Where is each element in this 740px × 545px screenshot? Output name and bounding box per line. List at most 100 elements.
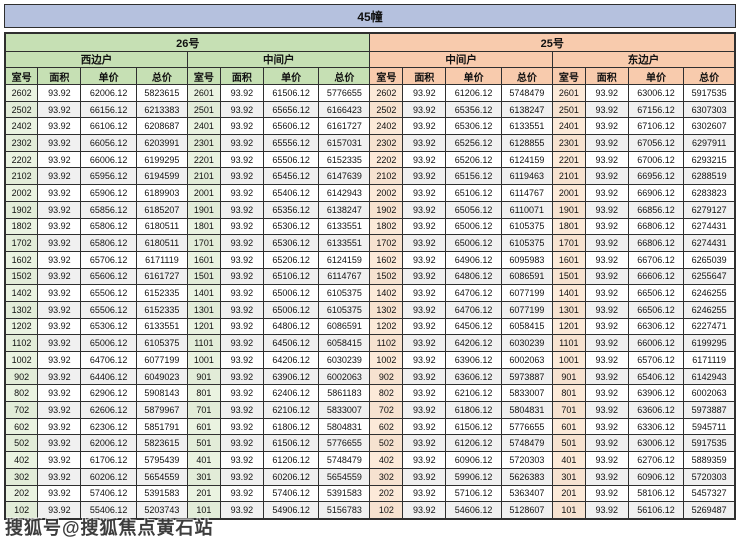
cell-area: 93.92 bbox=[402, 250, 447, 269]
cell-room: 1102 bbox=[4, 334, 39, 352]
cell-area: 93.92 bbox=[219, 334, 264, 352]
cell-room: 1402 bbox=[4, 284, 39, 302]
cell-unit-price: 62006.12 bbox=[80, 84, 137, 102]
col-header-area: 面积 bbox=[37, 67, 82, 85]
cell-total-price: 5748479 bbox=[500, 84, 553, 102]
cell-area: 93.92 bbox=[37, 401, 82, 419]
cell-area: 93.92 bbox=[402, 150, 447, 169]
cell-unit-price: 66056.12 bbox=[80, 134, 137, 152]
unit-type-header: 中间户 bbox=[186, 51, 371, 68]
cell-unit-price: 65706.12 bbox=[627, 351, 685, 369]
cell-unit-price: 64906.12 bbox=[445, 250, 502, 269]
cell-unit-price: 65156.12 bbox=[445, 167, 502, 186]
cell-total-price: 6189903 bbox=[135, 184, 188, 202]
cell-total-price: 5917535 bbox=[683, 434, 736, 453]
table-row: 1302 93.92 65506.12 6152335 1301 93.92 65006.1… bbox=[4, 300, 736, 319]
cell-area: 93.92 bbox=[37, 434, 82, 453]
cell-room: 1702 bbox=[369, 234, 404, 252]
cell-area: 93.92 bbox=[584, 84, 629, 102]
cell-room: 102 bbox=[4, 501, 39, 520]
cell-area: 93.92 bbox=[37, 167, 82, 186]
cell-room: 1401 bbox=[186, 284, 221, 302]
cell-area: 93.92 bbox=[219, 484, 264, 503]
cell-area: 93.92 bbox=[219, 417, 264, 436]
cell-total-price: 5776655 bbox=[318, 434, 371, 453]
cell-room: 1401 bbox=[551, 284, 586, 302]
cell-total-price: 5804831 bbox=[318, 417, 371, 436]
cell-area: 93.92 bbox=[37, 334, 82, 352]
cell-unit-price: 66506.12 bbox=[627, 300, 685, 319]
cell-area: 93.92 bbox=[37, 417, 82, 436]
cell-total-price: 6105375 bbox=[500, 217, 553, 236]
cell-unit-price: 66306.12 bbox=[627, 317, 685, 336]
col-header-total-price: 总价 bbox=[318, 67, 371, 85]
cell-room: 1501 bbox=[186, 267, 221, 286]
cell-area: 93.92 bbox=[219, 367, 264, 386]
cell-area: 93.92 bbox=[402, 501, 447, 520]
cell-unit-price: 62306.12 bbox=[80, 417, 137, 436]
cell-unit-price: 60206.12 bbox=[262, 467, 320, 486]
cell-room: 2202 bbox=[4, 150, 39, 169]
cell-area: 93.92 bbox=[37, 317, 82, 336]
cell-total-price: 6297911 bbox=[683, 134, 736, 152]
cell-total-price: 6147639 bbox=[318, 167, 371, 186]
cell-area: 93.92 bbox=[37, 250, 82, 269]
cell-unit-price: 58106.12 bbox=[627, 484, 685, 503]
cell-room: 2402 bbox=[4, 117, 39, 136]
cell-total-price: 6058415 bbox=[318, 334, 371, 352]
cell-total-price: 6302607 bbox=[683, 117, 736, 136]
cell-room: 1101 bbox=[186, 334, 221, 352]
col-header-unit-price: 单价 bbox=[445, 67, 502, 85]
cell-total-price: 5833007 bbox=[318, 401, 371, 419]
cell-unit-price: 64506.12 bbox=[445, 317, 502, 336]
cell-room: 2301 bbox=[186, 134, 221, 152]
col-header-total-price: 总价 bbox=[683, 67, 736, 85]
cell-area: 93.92 bbox=[37, 484, 82, 503]
cell-total-price: 6307303 bbox=[683, 100, 736, 119]
cell-area: 93.92 bbox=[37, 234, 82, 252]
cell-room: 1701 bbox=[551, 234, 586, 252]
cell-area: 93.92 bbox=[584, 384, 629, 403]
cell-total-price: 6138247 bbox=[318, 200, 371, 219]
cell-unit-price: 65306.12 bbox=[262, 217, 320, 236]
cell-area: 93.92 bbox=[584, 484, 629, 503]
cell-unit-price: 64706.12 bbox=[80, 351, 137, 369]
cell-room: 1901 bbox=[551, 200, 586, 219]
cell-room: 902 bbox=[369, 367, 404, 386]
cell-unit-price: 63006.12 bbox=[627, 84, 685, 102]
cell-unit-price: 62406.12 bbox=[262, 384, 320, 403]
cell-unit-price: 65406.12 bbox=[262, 184, 320, 202]
cell-room: 1501 bbox=[551, 267, 586, 286]
cell-unit-price: 66956.12 bbox=[627, 167, 685, 186]
cell-total-price: 6133551 bbox=[318, 234, 371, 252]
table-row: 702 93.92 62606.12 5879967 701 93.92 62106.12 5… bbox=[4, 401, 736, 419]
cell-total-price: 6114767 bbox=[318, 267, 371, 286]
cell-room: 2001 bbox=[551, 184, 586, 202]
unit-type-header: 中间户 bbox=[369, 51, 553, 68]
cell-area: 93.92 bbox=[37, 284, 82, 302]
cell-total-price: 5203743 bbox=[135, 501, 188, 520]
cell-room: 1901 bbox=[186, 200, 221, 219]
cell-total-price: 5363407 bbox=[500, 484, 553, 503]
cell-total-price: 6157031 bbox=[318, 134, 371, 152]
cell-unit-price: 61806.12 bbox=[262, 417, 320, 436]
cell-area: 93.92 bbox=[402, 401, 447, 419]
cell-total-price: 5973887 bbox=[500, 367, 553, 386]
cell-room: 2002 bbox=[369, 184, 404, 202]
cell-total-price: 6161727 bbox=[135, 267, 188, 286]
cell-room: 602 bbox=[369, 417, 404, 436]
cell-area: 93.92 bbox=[584, 250, 629, 269]
cell-area: 93.92 bbox=[219, 501, 264, 520]
cell-total-price: 6119463 bbox=[500, 167, 553, 186]
cell-area: 93.92 bbox=[584, 134, 629, 152]
cell-area: 93.92 bbox=[584, 317, 629, 336]
cell-room: 901 bbox=[186, 367, 221, 386]
cell-total-price: 6105375 bbox=[500, 234, 553, 252]
cell-total-price: 6152335 bbox=[135, 284, 188, 302]
cell-area: 93.92 bbox=[402, 284, 447, 302]
cell-total-price: 6002063 bbox=[500, 351, 553, 369]
cell-unit-price: 65256.12 bbox=[445, 134, 502, 152]
cell-unit-price: 56106.12 bbox=[627, 501, 685, 520]
cell-room: 1502 bbox=[369, 267, 404, 286]
cell-room: 302 bbox=[369, 467, 404, 486]
